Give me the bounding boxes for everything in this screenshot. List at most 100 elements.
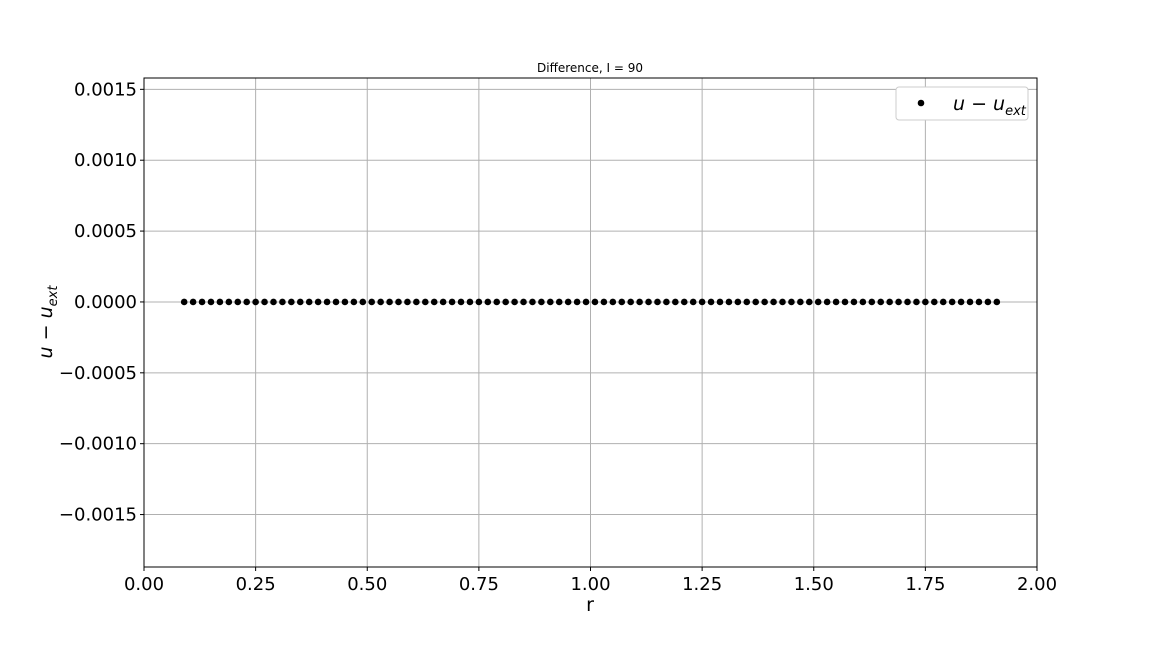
data-point [645,298,652,306]
x-tick-label: 0.25 [236,574,276,595]
data-point [323,298,331,306]
data-point [725,298,733,306]
data-point [225,298,233,306]
data-point [957,298,965,306]
y-axis-label: u − uext [35,285,61,359]
y-axis-label-base: u − u [35,306,57,358]
y-tick-label: 0.0010 [74,150,137,171]
data-point [493,298,501,306]
data-point [841,298,849,306]
data-point [859,298,867,306]
data-point [359,298,367,306]
data-point [939,298,947,306]
data-point [868,298,876,306]
data-point [922,298,929,306]
data-point [413,298,420,306]
data-point [198,298,206,306]
data-point [663,298,670,306]
data-point [279,298,286,306]
data-point [779,298,786,306]
data-point [341,298,349,306]
data-point [752,298,760,306]
chart-title: Difference, I = 90 [537,61,643,75]
y-tick-label: −0.0010 [59,434,137,455]
data-point [761,298,768,306]
data-point [520,298,527,306]
x-tick-label: 0.75 [459,574,499,595]
y-axis-label-subscript: ext [46,285,61,307]
data-point [805,298,813,306]
data-point [502,298,509,306]
data-point [180,298,188,306]
y-tick-label: −0.0005 [59,363,137,384]
data-point [377,298,384,306]
data-point [636,298,643,306]
legend-box [895,86,1029,121]
data-point [296,298,304,306]
data-point [770,298,777,306]
data-point [368,298,376,306]
legend-marker [917,99,925,107]
data-point [529,298,536,306]
data-point [216,298,224,306]
svg-text:u − uext: u − uext [953,93,1027,119]
data-point [672,298,679,306]
data-point [207,298,215,306]
data-point [314,298,322,306]
svg-text:u − uext: u − uext [35,285,61,359]
data-point [582,298,590,306]
x-tick-label: 1.25 [682,574,722,595]
y-tick-label: −0.0015 [59,505,137,526]
data-point [904,298,911,306]
data-point [895,298,902,306]
data-point [913,298,920,306]
data-point [547,298,554,306]
data-point [609,298,617,306]
data-point [430,298,438,306]
data-point [448,298,456,306]
data-point [707,298,715,306]
data-point [627,298,634,306]
data-point [886,298,893,306]
data-point [877,298,885,306]
data-point [261,298,268,306]
data-point [252,298,259,306]
data-points [180,298,1001,306]
data-point [975,298,983,306]
data-point [797,298,804,306]
data-point [689,298,697,306]
data-point [404,298,411,306]
x-tick-label: 1.50 [794,574,834,595]
y-tick-label: 0.0005 [74,221,137,242]
data-point [600,298,608,306]
data-point [421,298,429,306]
x-tick-label: 0.50 [347,574,387,595]
data-point [823,298,831,306]
data-point [743,298,751,306]
data-point [654,298,661,306]
y-axis-ticks: −0.0015 −0.0010 −0.0005 0.0000 0.0005 0.0010 0… [59,79,144,526]
x-tick-label: 1.00 [570,574,610,595]
x-axis-label: r [586,594,594,616]
data-point [332,298,340,306]
data-point [698,298,706,306]
data-point [243,298,250,306]
data-point [734,298,742,306]
data-point [984,298,992,306]
data-point [395,298,402,306]
data-point [931,298,938,306]
data-point [948,298,956,306]
data-point [305,298,313,306]
y-tick-label: 0.0015 [74,79,137,100]
data-point [591,298,599,306]
data-point [814,298,822,306]
data-point [457,298,465,306]
data-point [680,298,688,306]
data-point [484,298,492,306]
data-point [618,298,626,306]
data-point [850,298,858,306]
data-point [538,298,545,306]
data-point [788,298,795,306]
data-point [386,298,393,306]
